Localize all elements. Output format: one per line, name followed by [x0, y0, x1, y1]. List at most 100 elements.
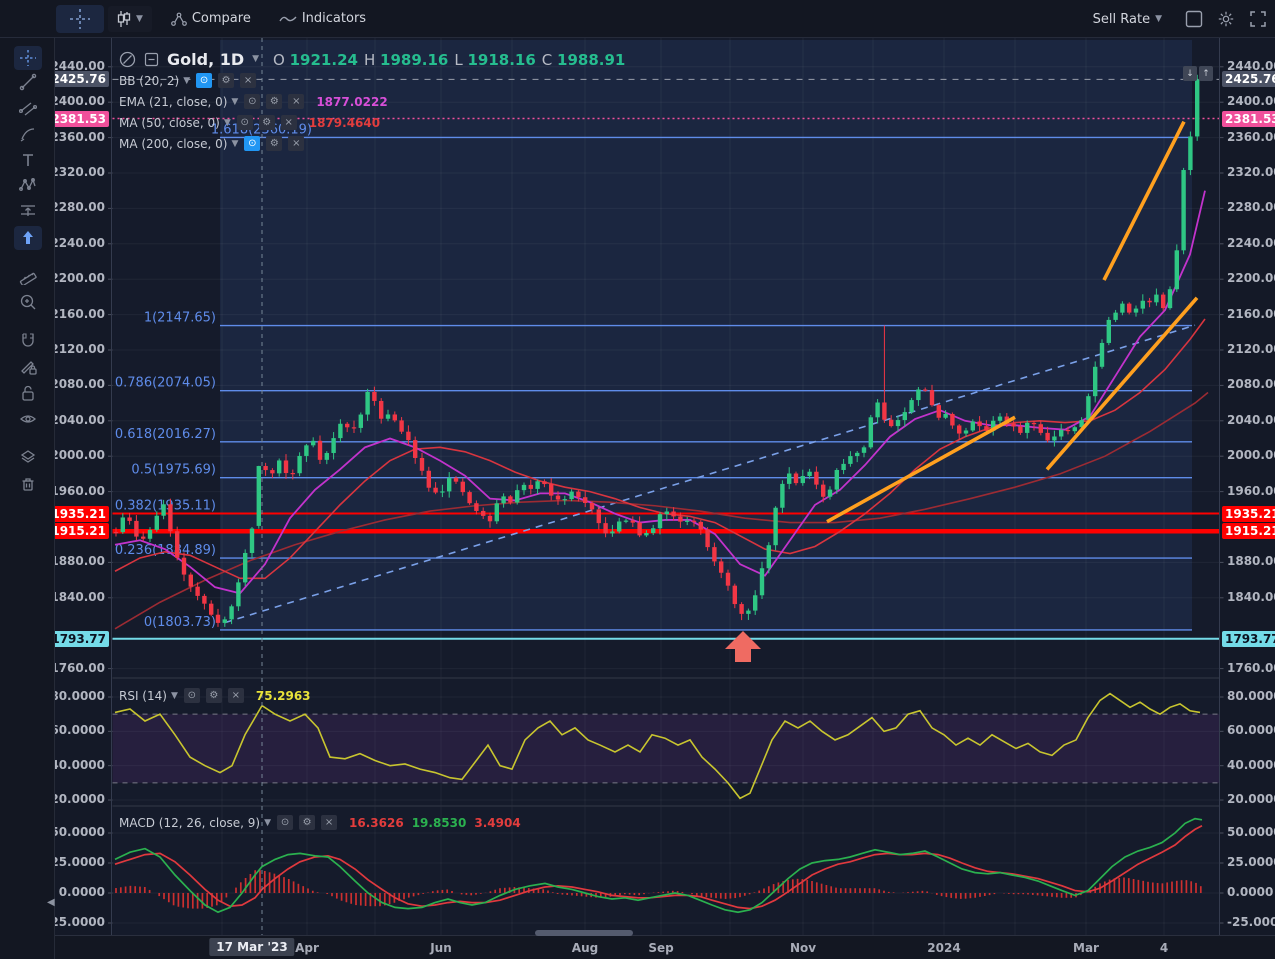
eye-icon[interactable]: ⊙ — [196, 73, 212, 88]
candle-body — [501, 496, 505, 503]
lock-tool-button[interactable] — [14, 381, 42, 405]
trend-line-tool-button[interactable] — [14, 70, 42, 94]
forecast-tool-button[interactable] — [14, 198, 42, 222]
rsi-label[interactable]: RSI (14) — [119, 689, 167, 703]
ruler-tool-button[interactable] — [14, 264, 42, 288]
close-icon[interactable]: × — [240, 73, 256, 88]
chevron-down-icon[interactable]: ▼ — [231, 139, 238, 149]
candle-body — [127, 517, 131, 520]
brush-tool-button[interactable] — [14, 122, 42, 146]
macd-label[interactable]: MACD (12, 26, close, 9) — [119, 816, 260, 830]
gear-icon[interactable]: ⚙ — [259, 115, 275, 130]
candle-body — [1127, 304, 1131, 313]
candle-body — [597, 509, 601, 523]
time-axis[interactable]: MarAprJunAugSepNov2024Mar417 Mar '23 — [0, 935, 1275, 959]
collapse-legend-icon[interactable] — [144, 52, 159, 67]
crosshair-cursor-button[interactable] — [56, 5, 104, 33]
close-icon[interactable]: × — [288, 94, 304, 109]
eye-icon[interactable]: ⊙ — [237, 115, 253, 130]
candle-body — [603, 523, 607, 533]
candle-body — [277, 460, 281, 473]
candle-body — [1066, 430, 1070, 431]
gear-icon[interactable]: ⚙ — [206, 688, 222, 703]
chevron-down-icon[interactable]: ▼ — [252, 54, 259, 64]
candle-body — [325, 453, 329, 460]
draw-lock-tool-button[interactable] — [14, 355, 42, 379]
text-tool-button[interactable] — [14, 148, 42, 172]
close-icon[interactable]: × — [228, 688, 244, 703]
indicator-label[interactable]: MA (200, close, 0) — [119, 137, 227, 151]
candle-body — [1120, 304, 1124, 313]
scroll-up-button[interactable]: ↑ — [1199, 66, 1213, 81]
sell-rate-selector[interactable]: Sell Rate ▼ — [1084, 7, 1171, 32]
candle-body — [1147, 301, 1151, 303]
sell-rate-label: Sell Rate — [1093, 12, 1150, 27]
candle-body — [563, 499, 567, 500]
multi-line-tool-button[interactable] — [14, 96, 42, 120]
candle-body — [454, 478, 458, 482]
chevron-down-icon[interactable]: ▼ — [171, 691, 178, 701]
compare-button[interactable]: Compare — [162, 6, 260, 31]
layout-icon[interactable] — [1185, 10, 1203, 28]
candle-body — [726, 573, 730, 586]
candle-body — [950, 414, 954, 426]
trash-tool-button[interactable] — [14, 472, 42, 496]
chevron-down-icon: ▼ — [1155, 14, 1162, 24]
gear-icon[interactable]: ⚙ — [266, 94, 282, 109]
candle-body — [841, 464, 845, 470]
candle-body — [590, 503, 594, 509]
eye-icon[interactable]: ⊙ — [277, 815, 293, 830]
candle-body — [461, 482, 465, 492]
eye-icon[interactable]: ⊙ — [244, 94, 260, 109]
magnet-tool-button[interactable] — [14, 328, 42, 352]
ohlc-l: L 1918.16 — [454, 50, 535, 69]
scroll-down-button[interactable]: ↓ — [1183, 66, 1197, 81]
fullscreen-icon[interactable] — [1249, 10, 1267, 28]
chevron-down-icon: ▼ — [136, 14, 143, 24]
gear-icon[interactable]: ⚙ — [218, 73, 234, 88]
chevron-down-icon[interactable]: ▼ — [183, 76, 190, 86]
candle-body — [304, 445, 308, 456]
close-icon[interactable]: × — [281, 115, 297, 130]
symbol-title[interactable]: Gold, 1D — [167, 50, 244, 69]
price-scale-right[interactable]: 2440.002400.002360.002320.002280.002240.… — [1219, 38, 1275, 935]
close-icon[interactable]: × — [321, 815, 337, 830]
collapse-toolbar-button[interactable]: ◀ — [47, 897, 55, 908]
layers-tool-button[interactable] — [14, 445, 42, 469]
symbol-menu-icon[interactable] — [119, 51, 136, 68]
chart-type-selector[interactable]: ▼ — [108, 6, 152, 32]
crosshair-tool-button[interactable] — [14, 46, 42, 70]
candle-body — [447, 478, 451, 492]
axis-tick-label: 50.0000 — [1227, 825, 1275, 839]
eye-icon[interactable]: ⊙ — [244, 136, 260, 151]
eye-tool-button[interactable] — [14, 407, 42, 431]
arrow-up-tool-button[interactable] — [14, 226, 42, 250]
fib-level-label: 0.618(2016.27) — [115, 427, 216, 442]
zoom-in-tool-button[interactable] — [14, 290, 42, 314]
xabcd-pattern-tool-button[interactable] — [14, 173, 42, 197]
candle-body — [733, 586, 737, 604]
axis-tick-label: 1880.00 — [50, 554, 105, 568]
indicator-label[interactable]: EMA (21, close, 0) — [119, 95, 227, 109]
gear-icon[interactable] — [1217, 10, 1235, 28]
macd-values: 16.362619.85303.4904 — [341, 816, 521, 830]
draw-lock-icon — [19, 358, 37, 376]
price-scale-left[interactable]: 2440.002400.002360.002320.002280.002240.… — [55, 38, 112, 935]
close-icon[interactable]: × — [288, 136, 304, 151]
gear-icon[interactable]: ⚙ — [266, 136, 282, 151]
candle-body — [291, 473, 295, 474]
pane-resize-handle[interactable] — [535, 930, 633, 936]
chevron-down-icon[interactable]: ▼ — [231, 97, 238, 107]
candle-body — [270, 470, 274, 473]
indicator-label[interactable]: BB (20, 2) — [119, 74, 179, 88]
gear-icon[interactable]: ⚙ — [299, 815, 315, 830]
indicator-label[interactable]: MA (50, close, 0) — [119, 116, 220, 130]
chevron-down-icon[interactable]: ▼ — [264, 818, 271, 828]
axis-tick-label: 25.0000 — [1227, 855, 1275, 869]
indicators-button[interactable]: Indicators — [270, 6, 375, 31]
candle-body — [284, 460, 288, 473]
candle-body — [807, 472, 811, 476]
eye-icon[interactable]: ⊙ — [184, 688, 200, 703]
chevron-down-icon[interactable]: ▼ — [224, 118, 231, 128]
candle-body — [977, 421, 981, 426]
